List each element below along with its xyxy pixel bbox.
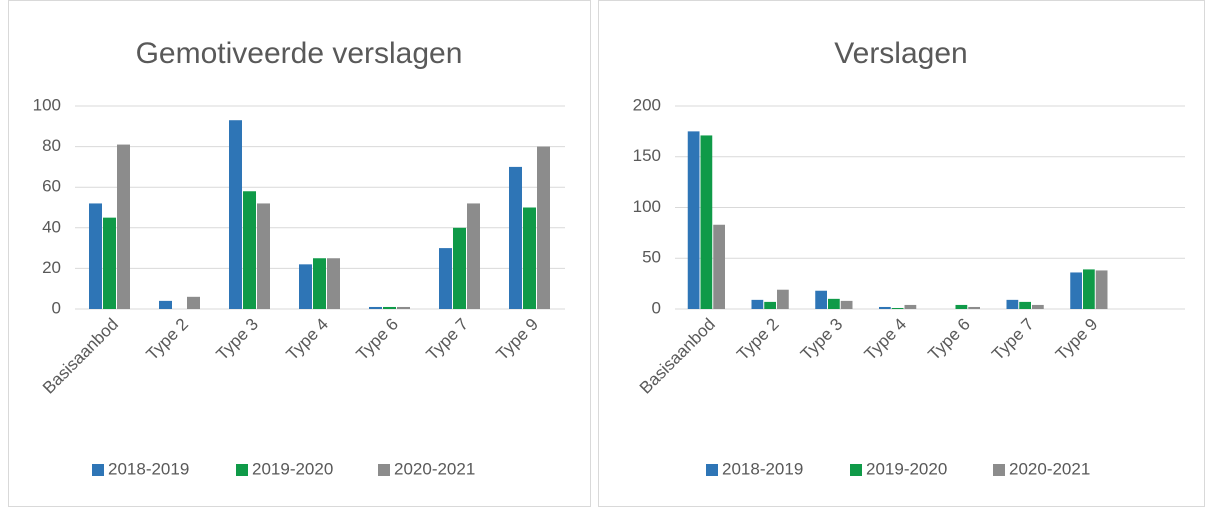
bar — [89, 203, 102, 309]
legend-label: 2018-2019 — [722, 459, 803, 478]
bar — [1083, 269, 1095, 309]
bar — [840, 300, 853, 309]
bar — [117, 144, 130, 309]
legend-swatch — [92, 464, 104, 476]
bar — [777, 289, 789, 309]
legend-swatch — [236, 464, 248, 476]
bar — [1019, 301, 1031, 309]
bar — [327, 258, 340, 309]
bar — [891, 307, 904, 309]
bar — [383, 306, 396, 309]
bar — [687, 131, 700, 309]
chart-title: Gemotiveerde verslagen — [136, 37, 463, 70]
y-tick-label: 100 — [33, 95, 61, 114]
chart-title: Verslagen — [834, 37, 967, 70]
legend-swatch — [378, 464, 390, 476]
bar — [439, 248, 452, 309]
bar — [187, 296, 200, 309]
legend-swatch — [706, 464, 718, 476]
bar — [700, 135, 713, 309]
bar — [257, 203, 270, 309]
legend-label: 2019-2020 — [252, 459, 333, 478]
bar — [751, 299, 764, 309]
bar — [103, 217, 116, 309]
bar — [828, 298, 840, 309]
bar — [369, 306, 382, 309]
bar — [968, 306, 980, 309]
y-tick-label: 0 — [52, 298, 61, 317]
y-tick-label: 50 — [642, 248, 661, 267]
bar — [1006, 299, 1019, 309]
bar — [537, 146, 550, 309]
bar — [243, 191, 256, 309]
legend-label: 2020-2021 — [394, 459, 475, 478]
bar — [313, 258, 326, 309]
bar — [229, 120, 242, 310]
bar — [509, 166, 522, 309]
legend-label: 2019-2020 — [866, 459, 947, 478]
y-tick-label: 100 — [633, 197, 661, 216]
bar — [467, 203, 480, 309]
legend-swatch — [850, 464, 862, 476]
y-tick-label: 40 — [42, 217, 61, 236]
bar — [904, 304, 917, 309]
y-tick-label: 200 — [633, 95, 661, 114]
legend-label: 2020-2021 — [1009, 459, 1090, 478]
bar — [955, 304, 968, 309]
bar — [299, 264, 312, 309]
bar — [523, 207, 536, 309]
y-tick-label: 150 — [633, 146, 661, 165]
bar — [764, 301, 776, 309]
bar — [1070, 272, 1082, 309]
y-tick-label: 0 — [652, 298, 661, 317]
bar — [1032, 304, 1044, 309]
y-tick-label: 20 — [42, 258, 61, 277]
y-tick-label: 60 — [42, 177, 61, 196]
bar — [815, 290, 827, 309]
bar — [1095, 270, 1108, 309]
legend-label: 2018-2019 — [108, 459, 189, 478]
y-tick-label: 80 — [42, 136, 61, 155]
bar — [879, 306, 891, 309]
bar — [159, 300, 172, 309]
legend-swatch — [993, 464, 1005, 476]
bar — [453, 227, 466, 309]
bar — [397, 306, 410, 309]
bar — [713, 224, 725, 309]
